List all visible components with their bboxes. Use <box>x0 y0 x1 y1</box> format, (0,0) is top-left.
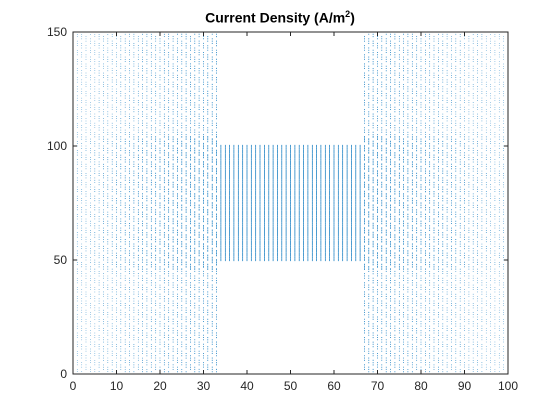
y-tick-label: 100 <box>47 139 67 153</box>
x-tick-label: 100 <box>498 379 518 393</box>
x-tick-label: 50 <box>284 379 298 393</box>
title-text: Current Density (A/m <box>205 9 346 26</box>
quiver-arrows <box>76 33 504 373</box>
x-tick-label: 0 <box>70 379 77 393</box>
y-tick-label: 0 <box>60 367 67 381</box>
x-tick-label: 20 <box>153 379 167 393</box>
title-superscript: 2 <box>345 9 351 19</box>
x-tick-label: 40 <box>240 379 254 393</box>
title-suffix: ) <box>350 9 355 26</box>
x-tick-label: 90 <box>458 379 472 393</box>
chart-title: Current Density (A/m2) <box>0 9 560 26</box>
x-axis: 0 10 20 30 40 50 60 70 80 90 100 <box>70 32 518 393</box>
y-axis: 0 50 100 150 <box>47 25 508 381</box>
x-tick-label: 10 <box>110 379 124 393</box>
x-tick-label: 60 <box>327 379 341 393</box>
current-density-arrows <box>76 33 504 373</box>
y-tick-label: 150 <box>47 25 67 39</box>
x-tick-label: 80 <box>414 379 428 393</box>
x-tick-label: 70 <box>371 379 385 393</box>
y-tick-label: 50 <box>54 253 68 267</box>
x-tick-label: 30 <box>197 379 211 393</box>
